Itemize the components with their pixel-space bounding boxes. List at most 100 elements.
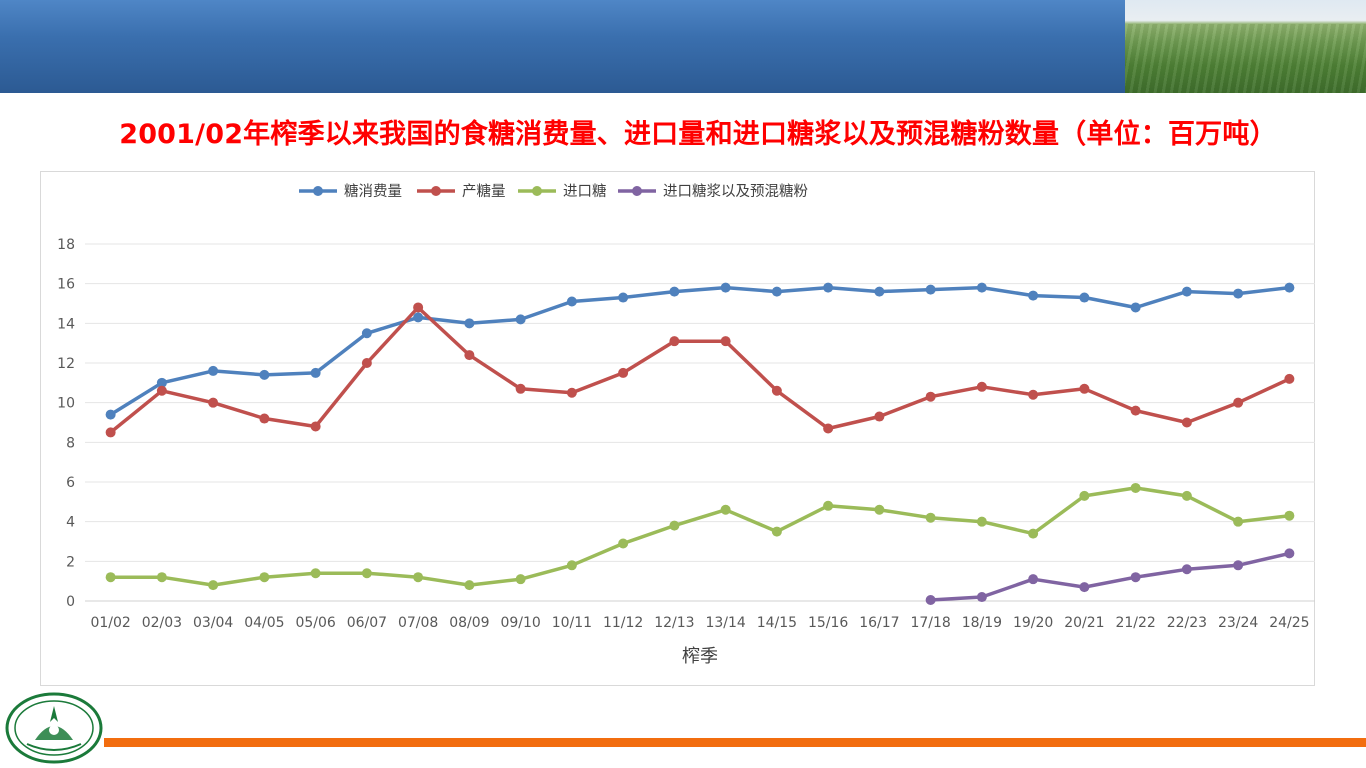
data-point-s2-15 xyxy=(874,411,885,422)
data-point-s1-4 xyxy=(310,367,321,378)
data-point-s2-16 xyxy=(925,391,936,402)
y-tick-label: 2 xyxy=(66,554,75,570)
data-point-s3-17 xyxy=(976,516,987,527)
data-point-s1-3 xyxy=(259,369,270,380)
data-point-s2-11 xyxy=(669,336,680,347)
data-point-s4-23 xyxy=(1284,548,1295,559)
data-point-s3-18 xyxy=(1028,528,1039,539)
data-point-s3-10 xyxy=(618,538,629,549)
data-point-s2-13 xyxy=(771,385,782,396)
data-point-s3-7 xyxy=(464,580,475,591)
data-point-s1-0 xyxy=(105,409,116,420)
data-point-s2-1 xyxy=(156,385,167,396)
x-tick-label: 08/09 xyxy=(449,615,489,631)
legend-label-2: 产糖量 xyxy=(462,183,506,200)
data-point-s3-6 xyxy=(413,572,424,583)
data-point-s4-16 xyxy=(925,595,936,606)
data-point-s1-23 xyxy=(1284,282,1295,293)
data-point-s4-21 xyxy=(1181,564,1192,575)
data-point-s3-19 xyxy=(1079,490,1090,501)
x-tick-label: 17/18 xyxy=(910,615,950,631)
data-point-s3-16 xyxy=(925,512,936,523)
data-point-s3-21 xyxy=(1181,490,1192,501)
data-point-s2-19 xyxy=(1079,383,1090,394)
y-tick-label: 6 xyxy=(66,475,75,491)
data-point-s1-9 xyxy=(566,296,577,307)
x-tick-label: 07/08 xyxy=(398,615,438,631)
data-point-s3-1 xyxy=(156,572,167,583)
legend-swatch-marker-1 xyxy=(313,186,323,196)
bottom-accent-bar xyxy=(104,738,1366,747)
slide-title: 2001/02年榨季以来我国的食糖消费量、进口量和进口糖浆以及预混糖粉数量（单位… xyxy=(119,119,1277,150)
series-line-4 xyxy=(930,551,1290,602)
data-point-s2-18 xyxy=(1028,389,1039,400)
data-point-s1-15 xyxy=(874,286,885,297)
data-point-s2-17 xyxy=(976,381,987,392)
data-point-s1-2 xyxy=(208,365,219,376)
x-tick-label: 04/05 xyxy=(244,615,284,631)
data-point-s2-6 xyxy=(413,302,424,313)
data-point-s2-8 xyxy=(515,383,526,394)
y-tick-label: 16 xyxy=(57,277,75,293)
x-axis-label: 榨季 xyxy=(682,646,718,667)
x-tick-label: 22/23 xyxy=(1167,615,1207,631)
data-point-s1-21 xyxy=(1181,286,1192,297)
x-tick-label: 10/11 xyxy=(552,615,592,631)
x-tick-label: 23/24 xyxy=(1218,615,1258,631)
x-tick-label: 15/16 xyxy=(808,615,848,631)
x-tick-label: 02/03 xyxy=(142,615,182,631)
data-point-s2-9 xyxy=(566,387,577,398)
data-point-s2-4 xyxy=(310,421,321,432)
x-tick-label: 20/21 xyxy=(1064,615,1104,631)
data-point-s1-12 xyxy=(720,282,731,293)
data-point-s3-0 xyxy=(105,572,116,583)
x-tick-label: 01/02 xyxy=(90,615,130,631)
legend-swatch-marker-2 xyxy=(431,186,441,196)
data-point-s1-18 xyxy=(1028,290,1039,301)
data-point-s2-21 xyxy=(1181,417,1192,428)
data-point-s1-20 xyxy=(1130,302,1141,313)
x-tick-label: 16/17 xyxy=(859,615,899,631)
data-point-s2-3 xyxy=(259,413,270,424)
chart-frame: 0 2 4 6 8 10 12 14 16 18 01/02 02/03 03/04 04/05 05/06… xyxy=(40,171,1315,686)
data-point-s2-14 xyxy=(823,423,834,434)
data-point-s1-1 xyxy=(156,377,167,388)
data-point-s2-5 xyxy=(361,358,372,368)
data-point-s4-19 xyxy=(1079,582,1090,593)
sugarcane-field-photo xyxy=(1125,0,1366,93)
data-point-s3-9 xyxy=(566,560,577,571)
series-line-2 xyxy=(109,305,1291,434)
data-point-s3-11 xyxy=(669,520,680,531)
data-point-s3-23 xyxy=(1284,510,1295,521)
data-point-s4-17 xyxy=(976,592,987,603)
data-point-s1-22 xyxy=(1233,288,1244,299)
x-tick-label: 18/19 xyxy=(962,615,1002,631)
x-tick-label: 03/04 xyxy=(193,615,233,631)
data-point-s1-11 xyxy=(669,286,680,297)
x-tick-label: 05/06 xyxy=(295,615,335,631)
x-tick-label: 21/22 xyxy=(1115,615,1155,631)
x-tick-label: 24/25 xyxy=(1269,615,1309,631)
data-point-s3-22 xyxy=(1233,516,1244,527)
data-point-s1-14 xyxy=(823,282,834,293)
x-tick-label: 14/15 xyxy=(757,615,797,631)
data-point-s2-20 xyxy=(1130,405,1141,416)
y-tick-label: 12 xyxy=(57,356,75,372)
y-tick-label: 8 xyxy=(66,435,75,451)
data-point-s3-2 xyxy=(208,580,219,591)
x-tick-label: 11/12 xyxy=(603,615,643,631)
series-line-3 xyxy=(110,486,1290,587)
data-point-s1-17 xyxy=(976,282,987,293)
data-point-s3-12 xyxy=(720,504,731,515)
line-chart: 0 2 4 6 8 10 12 14 16 18 01/02 02/03 03/04 04/05 05/06… xyxy=(57,182,1315,667)
legend-swatch-marker-4 xyxy=(632,186,642,196)
data-point-s3-3 xyxy=(259,572,270,583)
data-point-s2-22 xyxy=(1233,397,1244,408)
header-banner xyxy=(0,0,1125,93)
data-point-s3-15 xyxy=(874,504,885,515)
data-point-s4-22 xyxy=(1233,560,1244,571)
data-point-s1-13 xyxy=(771,286,782,297)
y-tick-label: 0 xyxy=(66,594,75,610)
data-point-s1-6 xyxy=(413,312,424,323)
legend-swatch-marker-3 xyxy=(532,186,542,196)
